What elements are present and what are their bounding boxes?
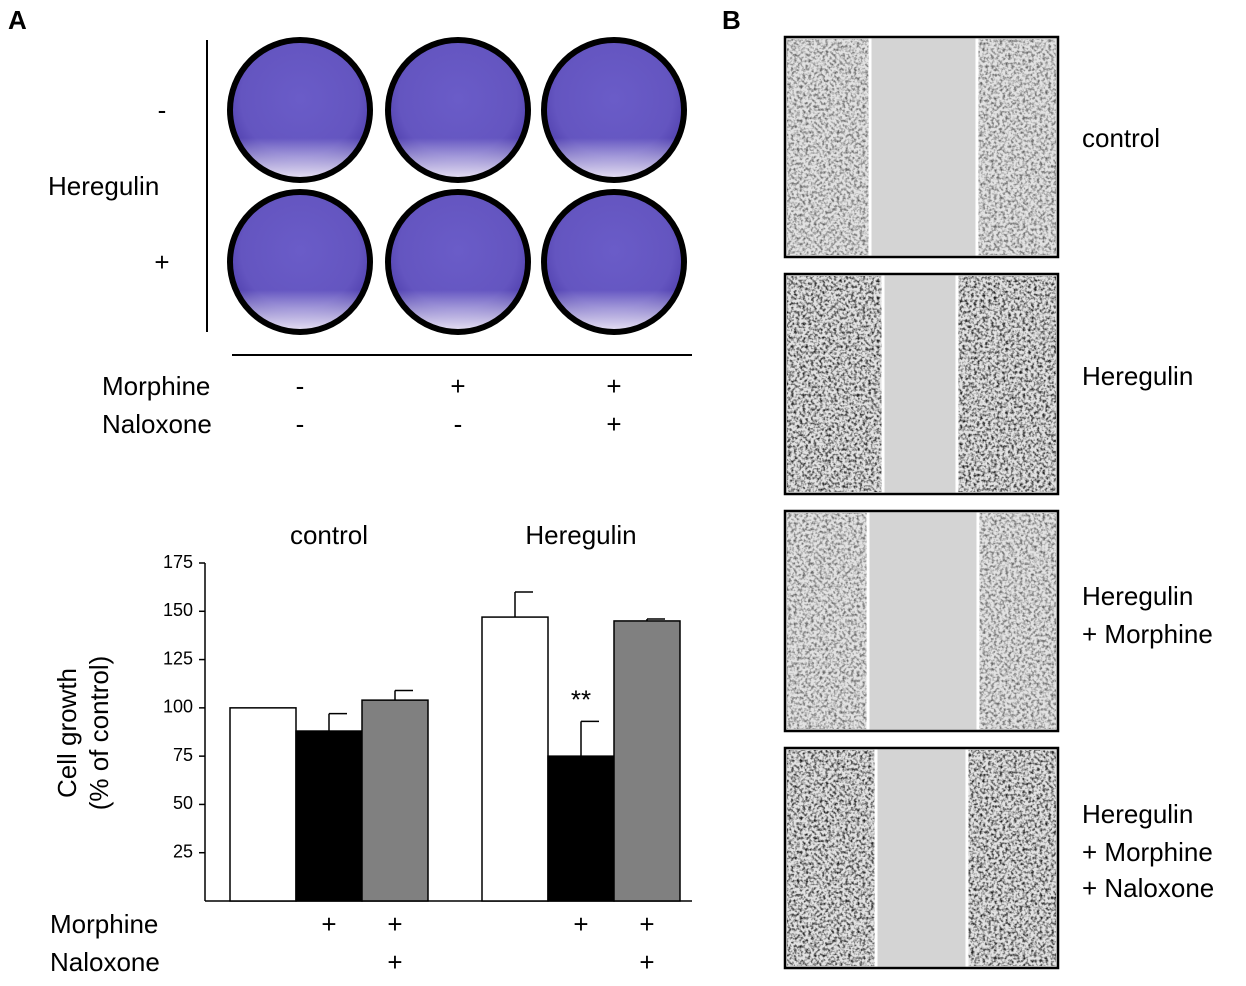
treatment-label: Naloxone bbox=[50, 947, 160, 977]
plate-fade bbox=[544, 40, 684, 180]
treatment-mark: + bbox=[387, 947, 402, 977]
y-tick-label: 125 bbox=[163, 648, 193, 668]
y-axis-label-line: (% of control) bbox=[84, 656, 114, 811]
treatment-label: Morphine bbox=[50, 909, 158, 939]
y-tick-label: 150 bbox=[163, 600, 193, 620]
panel-label: A bbox=[8, 5, 27, 35]
wound-label: + Morphine bbox=[1082, 837, 1213, 867]
y-tick-label: 100 bbox=[163, 697, 193, 717]
plate-rim bbox=[541, 37, 687, 183]
cell-texture bbox=[967, 750, 1056, 966]
panel-label: B bbox=[722, 5, 741, 35]
plate-fade bbox=[544, 192, 684, 332]
bar bbox=[229, 707, 297, 902]
y-tick-label: 25 bbox=[173, 841, 193, 861]
treatment-mark: + bbox=[321, 909, 336, 939]
cell-texture bbox=[978, 513, 1056, 729]
condition-mark: - bbox=[454, 409, 463, 439]
significance-marker: ** bbox=[571, 684, 591, 714]
plate-rim bbox=[385, 189, 531, 335]
wound-gap bbox=[876, 750, 967, 966]
plate-fade bbox=[388, 192, 528, 332]
plate-rim bbox=[541, 189, 687, 335]
condition-mark: + bbox=[450, 371, 465, 401]
y-tick-label: 50 bbox=[173, 793, 193, 813]
plate-fade bbox=[230, 192, 370, 332]
cell-texture bbox=[977, 39, 1056, 255]
row-title: Heregulin bbox=[48, 171, 159, 201]
cell-texture bbox=[787, 750, 876, 966]
bar bbox=[295, 730, 363, 902]
cell-texture bbox=[787, 513, 868, 729]
wound-label: control bbox=[1082, 123, 1160, 153]
bar bbox=[361, 699, 429, 902]
treatment-mark: + bbox=[387, 909, 402, 939]
wound-label: Heregulin bbox=[1082, 581, 1193, 611]
y-tick-label: 175 bbox=[163, 552, 193, 572]
row-label: + bbox=[154, 247, 169, 277]
wound-label: Heregulin bbox=[1082, 799, 1193, 829]
cell-texture bbox=[787, 276, 883, 492]
plate-fade bbox=[388, 40, 528, 180]
plate-rim bbox=[227, 189, 373, 335]
cell-texture bbox=[787, 39, 870, 255]
condition-mark: - bbox=[296, 409, 305, 439]
image-border bbox=[783, 272, 1060, 496]
plate-rim bbox=[227, 37, 373, 183]
condition-label: Morphine bbox=[102, 371, 210, 401]
treatment-mark: + bbox=[639, 909, 654, 939]
wound-label: + Morphine bbox=[1082, 619, 1213, 649]
bar bbox=[547, 755, 615, 902]
wound-images bbox=[783, 35, 1060, 970]
condition-mark: + bbox=[606, 371, 621, 401]
wound-gap bbox=[883, 276, 957, 492]
treatment-mark: + bbox=[639, 947, 654, 977]
image-border bbox=[783, 509, 1060, 733]
y-axis-label-line: Cell growth bbox=[52, 668, 82, 798]
row-label: - bbox=[158, 95, 167, 125]
treatment-mark: + bbox=[573, 909, 588, 939]
wound-label: + Naloxone bbox=[1082, 873, 1214, 903]
bar bbox=[481, 616, 549, 902]
condition-label: Naloxone bbox=[102, 409, 212, 439]
wound-gap bbox=[868, 513, 978, 729]
wound-label: Heregulin bbox=[1082, 361, 1193, 391]
condition-mark: + bbox=[606, 409, 621, 439]
wound-gap bbox=[870, 39, 977, 255]
condition-mark: - bbox=[296, 371, 305, 401]
category-label: Heregulin bbox=[525, 520, 636, 550]
cell-texture bbox=[957, 276, 1056, 492]
y-axis-label: Cell growth(% of control) bbox=[52, 656, 114, 811]
plates bbox=[227, 37, 687, 335]
plate-fade bbox=[230, 40, 370, 180]
category-label: control bbox=[290, 520, 368, 550]
bar bbox=[613, 620, 681, 902]
y-tick-label: 75 bbox=[173, 745, 193, 765]
image-border bbox=[783, 35, 1060, 259]
image-border bbox=[783, 746, 1060, 970]
plate-rim bbox=[385, 37, 531, 183]
